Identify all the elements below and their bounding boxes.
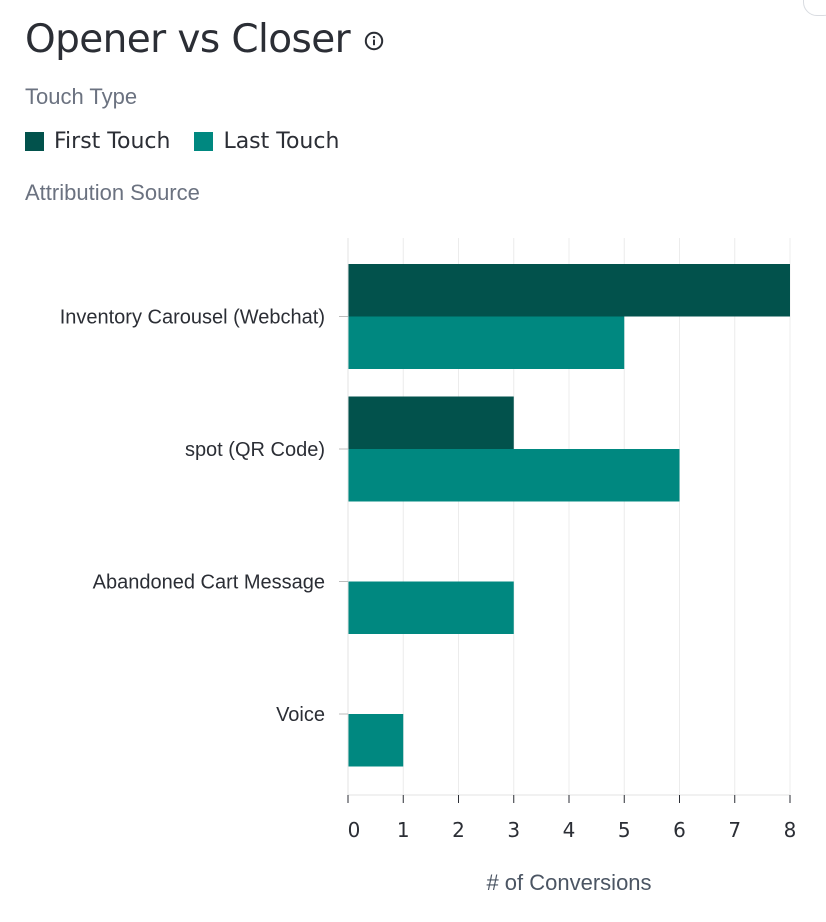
x-tick-label-7: 7 — [728, 818, 741, 842]
x-tick-label-6: 6 — [673, 818, 686, 842]
legend-heading: Touch Type — [25, 84, 138, 109]
legend-item-last-touch[interactable]: Last Touch — [194, 129, 339, 154]
bar-first-touch-inventory-carousel-webchat — [348, 264, 790, 317]
legend-item-first-touch[interactable]: First Touch — [25, 129, 170, 154]
x-tick-label-0: 0 — [348, 818, 361, 842]
x-tick-label-4: 4 — [563, 818, 576, 842]
info-icon[interactable] — [364, 31, 384, 51]
chart-title: Opener vs Closer — [25, 16, 351, 62]
legend-swatch-last-touch — [194, 131, 214, 151]
legend-label-last-touch: Last Touch — [223, 128, 340, 154]
bar-last-touch-spot-qr-code — [348, 449, 680, 502]
bar-last-touch-voice — [348, 714, 404, 767]
bar-first-touch-spot-qr-code — [348, 396, 514, 449]
y-axis-title: Attribution Source — [25, 180, 200, 205]
bar-last-touch-abandoned-cart-message — [348, 581, 514, 634]
chart-header: Opener vs Closer — [25, 14, 384, 64]
x-tick-label-1: 1 — [397, 818, 410, 842]
x-tick-label-5: 5 — [618, 818, 631, 842]
x-tick-label-3: 3 — [507, 818, 520, 842]
chart-legend: First Touch Last Touch — [25, 126, 363, 156]
category-label-spot-qr-code: spot (QR Code) — [185, 439, 325, 461]
legend-swatch-first-touch — [25, 131, 44, 151]
x-tick-label-2: 2 — [452, 818, 465, 842]
category-label-abandoned-cart-message: Abandoned Cart Message — [93, 572, 325, 594]
x-tick-label-8: 8 — [784, 818, 797, 842]
panel-corner-control[interactable] — [803, 0, 826, 16]
category-label-inventory-carousel-webchat: Inventory Carousel (Webchat) — [60, 307, 325, 329]
legend-label-first-touch: First Touch — [54, 128, 171, 154]
category-label-voice: Voice — [276, 704, 325, 726]
x-axis-title: # of Conversions — [486, 870, 651, 895]
bar-last-touch-inventory-carousel-webchat — [348, 316, 625, 369]
